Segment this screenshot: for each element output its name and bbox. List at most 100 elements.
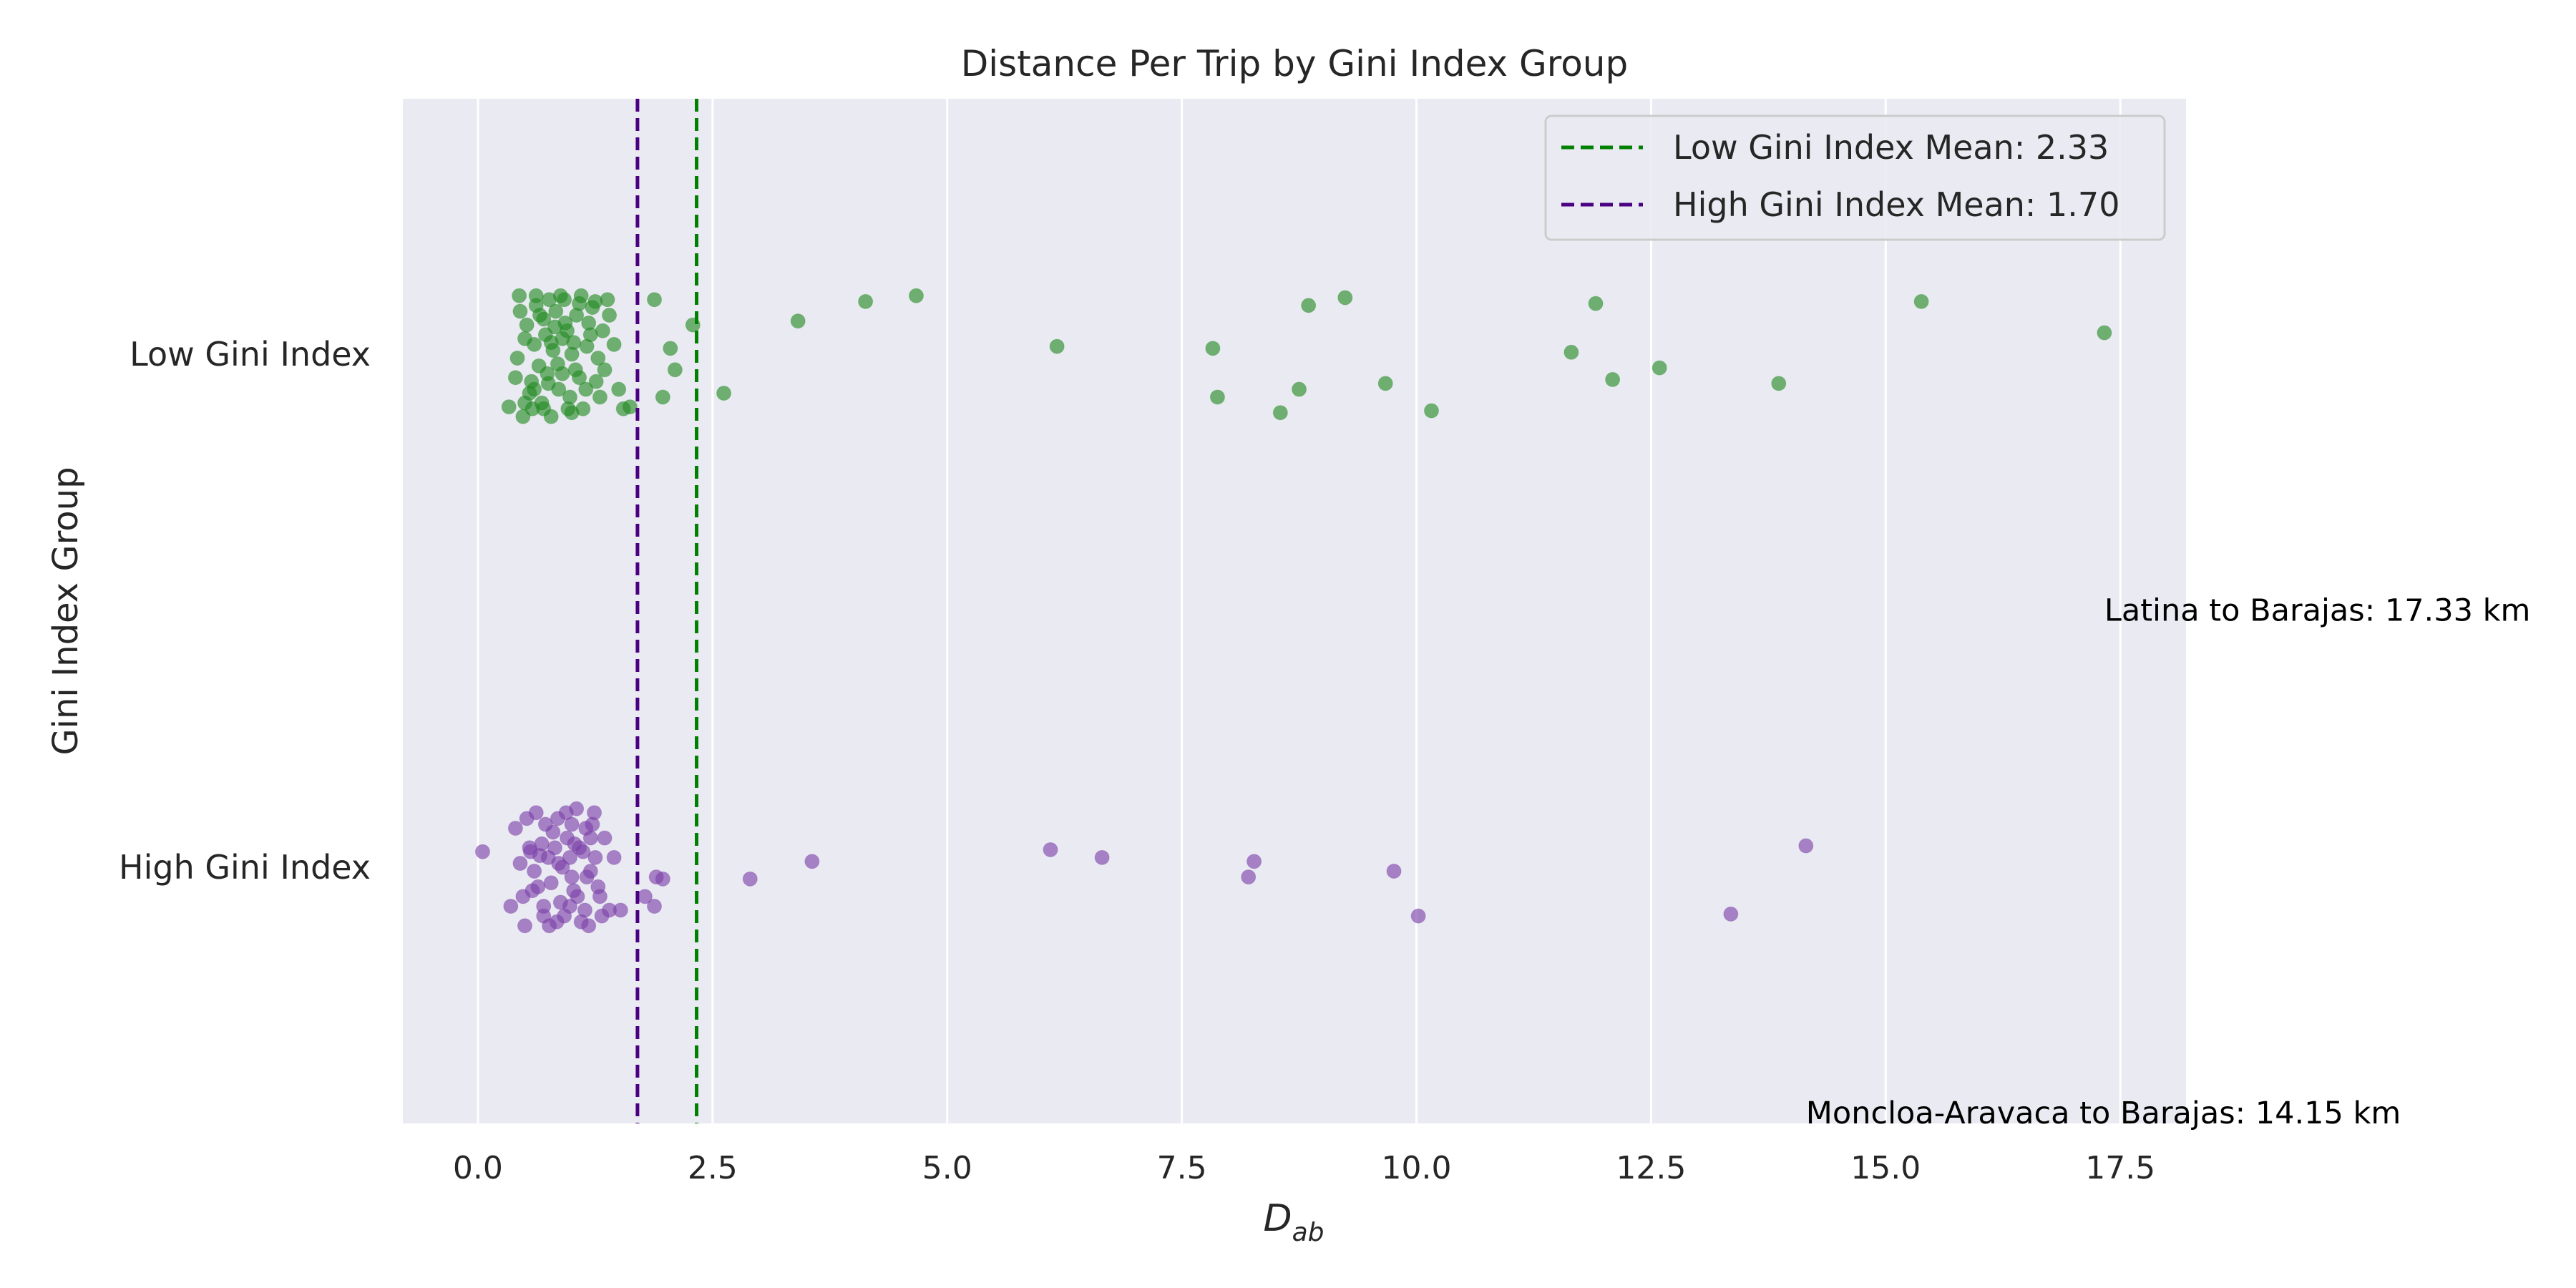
scatter-point <box>542 292 557 308</box>
scatter-point <box>507 370 523 386</box>
scatter-point <box>558 805 574 821</box>
scatter-point <box>602 308 618 323</box>
y-tick-label: Low Gini Index <box>130 335 371 374</box>
y-tick-label: High Gini Index <box>119 848 371 887</box>
y-axis-label: Gini Index Group <box>46 467 86 755</box>
scatter-point <box>512 856 528 872</box>
scatter-point <box>564 816 580 832</box>
scatter-point <box>595 323 610 338</box>
scatter-point <box>1423 403 1439 419</box>
annotation: Latina to Barajas: 17.33 km <box>2104 593 2531 629</box>
scatter-point <box>606 336 622 352</box>
scatter-point <box>1771 376 1787 391</box>
scatter-point <box>512 303 528 319</box>
scatter-point <box>594 908 610 924</box>
scatter-point <box>647 292 663 308</box>
scatter-point <box>1386 863 1402 879</box>
x-tick-label: 5.0 <box>922 1150 972 1186</box>
scatter-point <box>582 830 598 846</box>
scatter-point <box>507 821 523 836</box>
scatter-point <box>542 918 557 934</box>
x-tick-labels: 0.0 2.5 5.0 7.5 10.0 12.5 15.0 17.5 <box>453 1150 2155 1186</box>
data-points <box>474 288 2112 934</box>
scatter-point <box>572 296 587 311</box>
scatter-point <box>536 898 552 914</box>
x-axis-label: Dab <box>1264 1197 1324 1247</box>
scatter-point <box>1652 360 1667 376</box>
scatter-point <box>1246 854 1262 869</box>
scatter-point <box>579 869 595 885</box>
scatter-point <box>2097 325 2112 341</box>
scatter-point <box>547 840 562 856</box>
scatter-point <box>1043 841 1058 857</box>
scatter-point <box>590 879 606 894</box>
scatter-point <box>1272 405 1288 421</box>
scatter-point <box>1605 371 1621 387</box>
legend-box <box>1544 114 2166 241</box>
scatter-point <box>519 811 535 826</box>
scatter-point <box>667 362 683 378</box>
scatter-point <box>547 319 562 335</box>
scatter-point <box>655 871 670 887</box>
scatter-point <box>543 875 559 891</box>
scatter-point <box>517 918 533 934</box>
scatter-point <box>567 836 582 852</box>
x-tick-label: 2.5 <box>688 1150 738 1186</box>
scatter-point <box>474 844 490 859</box>
scatter-point <box>527 336 542 352</box>
scatter-point <box>606 849 622 865</box>
x-tick-label: 0.0 <box>453 1150 503 1186</box>
legend-entry-high-mean: High Gini Index Mean: 1.70 <box>1673 185 2119 224</box>
scatter-point <box>1209 389 1225 405</box>
scatter-point <box>585 300 600 316</box>
scatter-point <box>530 879 546 894</box>
scatter-point <box>587 849 603 865</box>
scatter-point <box>562 849 577 865</box>
scatter-point <box>600 292 615 308</box>
legend-entry-low-mean: Low Gini Index Mean: 2.33 <box>1673 128 2109 167</box>
scatter-point <box>1377 376 1393 391</box>
scatter-point <box>517 395 533 411</box>
scatter-point <box>663 341 678 356</box>
scatter-point <box>1301 298 1317 313</box>
scatter-point <box>519 317 535 333</box>
scatter-point <box>515 889 531 904</box>
scatter-point <box>570 889 585 904</box>
scatter-point <box>540 366 555 381</box>
scatter-point <box>1588 296 1604 311</box>
scatter-point <box>575 401 591 416</box>
category-labels: Low Gini Index High Gini Index <box>119 335 371 887</box>
scatter-point <box>1563 344 1579 360</box>
scatter-point <box>613 902 628 918</box>
x-tick-label: 12.5 <box>1616 1150 1686 1186</box>
scatter-point <box>587 805 602 821</box>
scatter-point <box>537 816 553 832</box>
annotation: Moncloa-Aravaca to Barajas: 14.15 km <box>1806 1096 2401 1131</box>
scatter-point <box>579 338 595 354</box>
scatter-point <box>527 863 542 879</box>
scatter-point <box>611 381 627 397</box>
scatter-point <box>577 902 592 918</box>
scatter-point <box>597 362 613 378</box>
scatter-point <box>597 830 613 846</box>
scatter-point <box>581 918 597 934</box>
scatter-point <box>560 401 576 416</box>
scatter-point <box>1094 849 1110 865</box>
scatter-point <box>562 898 577 914</box>
scatter-point <box>1913 293 1929 309</box>
scatter-point <box>1798 838 1814 854</box>
scatter-point <box>543 335 559 351</box>
scatter-point <box>522 844 538 859</box>
scatter-point <box>588 374 604 389</box>
plot-area <box>403 99 2186 1123</box>
scatter-point <box>551 381 567 397</box>
scatter-point <box>515 409 531 424</box>
scatter-point <box>536 401 552 416</box>
scatter-point <box>647 898 663 914</box>
scatter-point <box>528 288 544 303</box>
gridlines <box>477 99 2122 1123</box>
x-tick-label: 7.5 <box>1157 1150 1207 1186</box>
scatter-point <box>622 399 638 415</box>
scatter-point <box>1205 341 1221 356</box>
